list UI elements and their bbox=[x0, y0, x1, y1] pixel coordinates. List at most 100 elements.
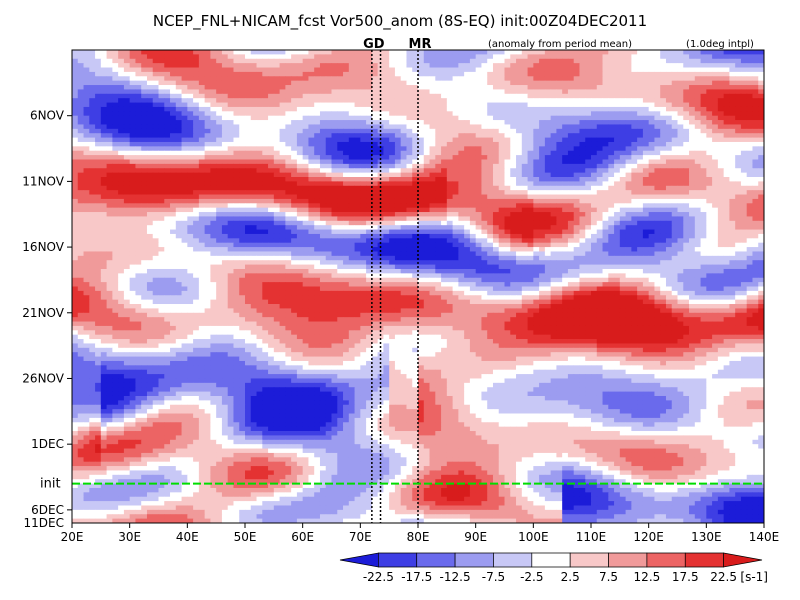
heatmap-cell bbox=[625, 50, 632, 55]
heatmap-cell bbox=[296, 141, 304, 147]
heatmap-cell bbox=[135, 181, 142, 187]
heatmap-cell bbox=[510, 207, 517, 213]
heatmap-cell bbox=[683, 146, 690, 152]
heatmap-cell bbox=[429, 168, 436, 174]
heatmap-cell bbox=[245, 146, 252, 152]
heatmap-cell bbox=[193, 120, 200, 125]
heatmap-cell bbox=[677, 133, 684, 138]
heatmap-cell bbox=[204, 93, 211, 99]
heatmap-cell bbox=[406, 93, 413, 99]
heatmap-cell bbox=[406, 220, 413, 226]
heatmap-cell bbox=[712, 58, 719, 64]
heatmap-cell bbox=[521, 115, 528, 121]
heatmap-cell bbox=[683, 225, 690, 230]
heatmap-cell bbox=[723, 155, 730, 160]
heatmap-cell bbox=[158, 98, 165, 103]
heatmap-cell bbox=[683, 198, 690, 204]
heatmap-cell bbox=[492, 71, 500, 77]
heatmap-cell bbox=[573, 50, 580, 55]
heatmap-cell bbox=[689, 54, 696, 60]
heatmap-cell bbox=[100, 54, 107, 60]
heatmap-cell bbox=[492, 67, 500, 73]
heatmap-cell bbox=[187, 93, 194, 99]
heatmap-cell bbox=[723, 207, 730, 213]
heatmap-cell bbox=[343, 85, 350, 90]
heatmap-cell bbox=[198, 155, 206, 160]
heatmap-cell bbox=[221, 63, 229, 68]
heatmap-cell bbox=[343, 133, 350, 138]
heatmap-cell bbox=[758, 207, 765, 213]
heatmap-cell bbox=[573, 194, 580, 200]
heatmap-cell bbox=[694, 212, 701, 217]
heatmap-cell bbox=[123, 220, 131, 226]
heatmap-cell bbox=[216, 141, 223, 147]
heatmap-cell bbox=[689, 212, 696, 217]
heatmap-cell bbox=[492, 111, 500, 117]
heatmap-cell bbox=[170, 146, 177, 152]
heatmap-cell bbox=[550, 207, 557, 213]
heatmap-cell bbox=[250, 120, 257, 125]
heatmap-cell bbox=[441, 177, 448, 182]
heatmap-cell bbox=[573, 212, 580, 217]
heatmap-cell bbox=[152, 229, 159, 235]
heatmap-cell bbox=[458, 163, 465, 169]
heatmap-cell bbox=[296, 115, 304, 121]
heatmap-cell bbox=[712, 198, 719, 204]
heatmap-cell bbox=[308, 67, 315, 73]
heatmap-cell bbox=[371, 63, 379, 68]
heatmap-cell bbox=[256, 146, 263, 152]
heatmap-cell bbox=[637, 67, 644, 73]
heatmap-cell bbox=[712, 181, 719, 187]
heatmap-cell bbox=[596, 146, 603, 152]
heatmap-cell bbox=[492, 80, 500, 86]
heatmap-cell bbox=[221, 181, 229, 187]
heatmap-cell bbox=[740, 102, 748, 108]
heatmap-cell bbox=[308, 111, 315, 117]
heatmap-cell bbox=[585, 106, 592, 112]
heatmap-cell bbox=[72, 58, 79, 64]
heatmap-cell bbox=[268, 155, 275, 160]
heatmap-cell bbox=[343, 229, 350, 235]
heatmap-cell bbox=[337, 133, 344, 138]
heatmap-cell bbox=[717, 194, 725, 200]
heatmap-cell bbox=[181, 198, 188, 204]
heatmap-cell bbox=[354, 185, 361, 191]
heatmap-cell bbox=[268, 190, 275, 195]
heatmap-cell bbox=[89, 190, 96, 195]
heatmap-cell bbox=[181, 124, 188, 130]
heatmap-cell bbox=[492, 54, 500, 60]
heatmap-cell bbox=[273, 203, 280, 209]
heatmap-cell bbox=[106, 54, 113, 60]
heatmap-cell bbox=[706, 128, 713, 134]
heatmap-cell bbox=[412, 216, 419, 222]
heatmap-cell bbox=[366, 93, 373, 99]
heatmap-cell bbox=[562, 203, 569, 209]
heatmap-cell bbox=[314, 163, 321, 169]
heatmap-cell bbox=[746, 137, 753, 143]
heatmap-cell bbox=[394, 93, 402, 99]
heatmap-cell bbox=[677, 194, 684, 200]
heatmap-cell bbox=[614, 212, 621, 217]
heatmap-cell bbox=[521, 85, 528, 90]
heatmap-cell bbox=[689, 71, 696, 77]
heatmap-cell bbox=[112, 159, 119, 165]
heatmap-cell bbox=[331, 198, 338, 204]
heatmap-cell bbox=[325, 102, 332, 108]
heatmap-cell bbox=[135, 212, 142, 217]
heatmap-cell bbox=[406, 185, 413, 191]
heatmap-cell bbox=[129, 177, 136, 182]
heatmap-cell bbox=[585, 111, 592, 117]
heatmap-cell bbox=[717, 76, 725, 82]
heatmap-cell bbox=[146, 111, 154, 117]
heatmap-cell bbox=[556, 181, 563, 187]
heatmap-cell bbox=[579, 203, 586, 209]
heatmap-cell bbox=[562, 159, 569, 165]
heatmap-cell bbox=[521, 67, 528, 73]
heatmap-cell bbox=[256, 120, 263, 125]
heatmap-cell bbox=[285, 54, 292, 60]
heatmap-cell bbox=[585, 185, 592, 191]
heatmap-cell bbox=[198, 85, 206, 90]
heatmap-cell bbox=[141, 63, 148, 68]
heatmap-cell bbox=[227, 163, 234, 169]
heatmap-cell bbox=[77, 63, 84, 68]
